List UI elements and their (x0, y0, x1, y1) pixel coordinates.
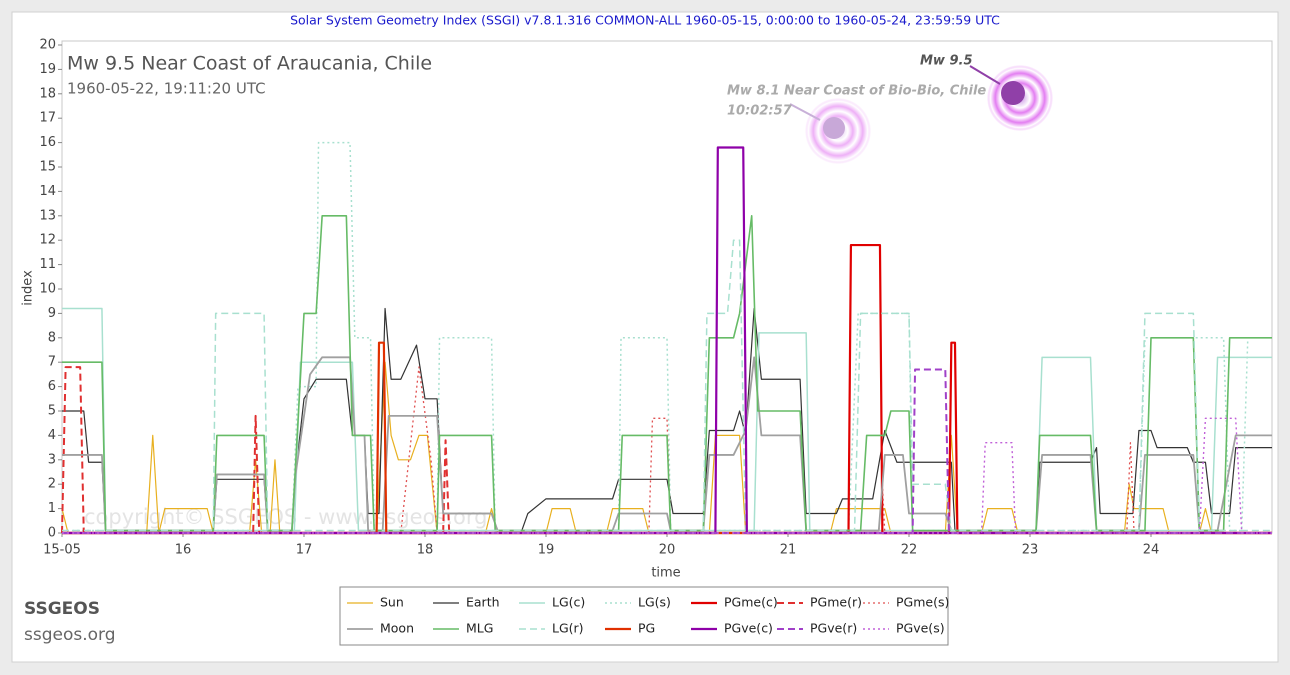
x-tick-label: 21 (780, 543, 797, 558)
x-tick-label: 22 (901, 543, 918, 558)
legend-label: PGve(r) (810, 621, 857, 636)
x-axis-label: time (651, 566, 680, 581)
x-tick-label: 19 (538, 543, 555, 558)
event-title: Mw 9.5 Near Coast of Araucania, Chile (67, 53, 432, 75)
legend-label: LG(c) (552, 595, 585, 610)
legend-label: Sun (380, 595, 404, 610)
annotation: Mw 9.5 (920, 54, 973, 69)
y-tick-label: 15 (39, 160, 56, 175)
footer-brand: SSGEOS (24, 599, 100, 619)
legend-label: Moon (380, 621, 414, 636)
y-tick-label: 11 (39, 257, 56, 272)
legend-label: PGme(s) (896, 595, 949, 610)
y-tick-label: 18 (39, 86, 56, 101)
legend-label: LG(s) (638, 595, 671, 610)
footer-url: ssgeos.org (24, 625, 116, 645)
legend-label: PG (638, 621, 655, 636)
y-tick-label: 2 (48, 477, 56, 492)
y-tick-label: 10 (39, 282, 56, 297)
series-line (62, 215, 1272, 532)
y-tick-label: 14 (39, 184, 56, 199)
x-tick-label: 16 (175, 543, 192, 558)
y-tick-label: 5 (48, 404, 56, 419)
y-tick-label: 3 (48, 452, 56, 467)
series-line (62, 239, 1272, 532)
y-tick-label: 9 (48, 306, 56, 321)
event-icon (789, 65, 1053, 164)
legend-label: MLG (466, 621, 493, 636)
x-tick-label: 20 (659, 543, 676, 558)
watermark: copyright© SSGEOS - www.ssgeos.org (84, 505, 487, 529)
legend-label: PGve(c) (724, 621, 773, 636)
event-time: 1960-05-22, 19:11:20 UTC (67, 80, 266, 98)
legend-label: LG(r) (552, 621, 584, 636)
y-tick-label: 1 (48, 501, 56, 516)
y-tick-label: 13 (39, 208, 56, 223)
x-tick-label: 24 (1143, 543, 1160, 558)
x-tick-label: 23 (1022, 543, 1039, 558)
chart-title: Solar System Geometry Index (SSGI) v7.8.… (290, 13, 1000, 28)
x-tick-label: 18 (417, 543, 434, 558)
legend-label: PGve(s) (896, 621, 945, 636)
annotation: Mw 8.1 Near Coast of Bio-Bio, Chile (727, 84, 986, 99)
y-tick-label: 0 (48, 526, 56, 541)
annotation: 10:02:57 (727, 104, 793, 119)
y-tick-label: 6 (48, 379, 56, 394)
y-tick-label: 4 (48, 428, 56, 443)
series-line (62, 141, 1272, 532)
legend-label: PGme(c) (724, 595, 778, 610)
legend-label: Earth (466, 595, 500, 610)
x-tick-label: 17 (296, 543, 313, 558)
series-line (62, 368, 1272, 534)
y-tick-label: 19 (39, 62, 56, 77)
x-tick-label: 15-05 (43, 543, 81, 558)
y-tick-label: 20 (39, 38, 56, 53)
y-tick-label: 12 (39, 233, 56, 248)
y-axis-label: index (21, 270, 36, 306)
legend-box (339, 586, 949, 646)
y-tick-label: 16 (39, 135, 56, 150)
y-tick-label: 7 (48, 355, 56, 370)
series-line (61, 366, 1272, 534)
y-tick-label: 17 (39, 111, 56, 126)
y-tick-label: 8 (48, 330, 56, 345)
legend-label: PGme(r) (810, 595, 862, 610)
